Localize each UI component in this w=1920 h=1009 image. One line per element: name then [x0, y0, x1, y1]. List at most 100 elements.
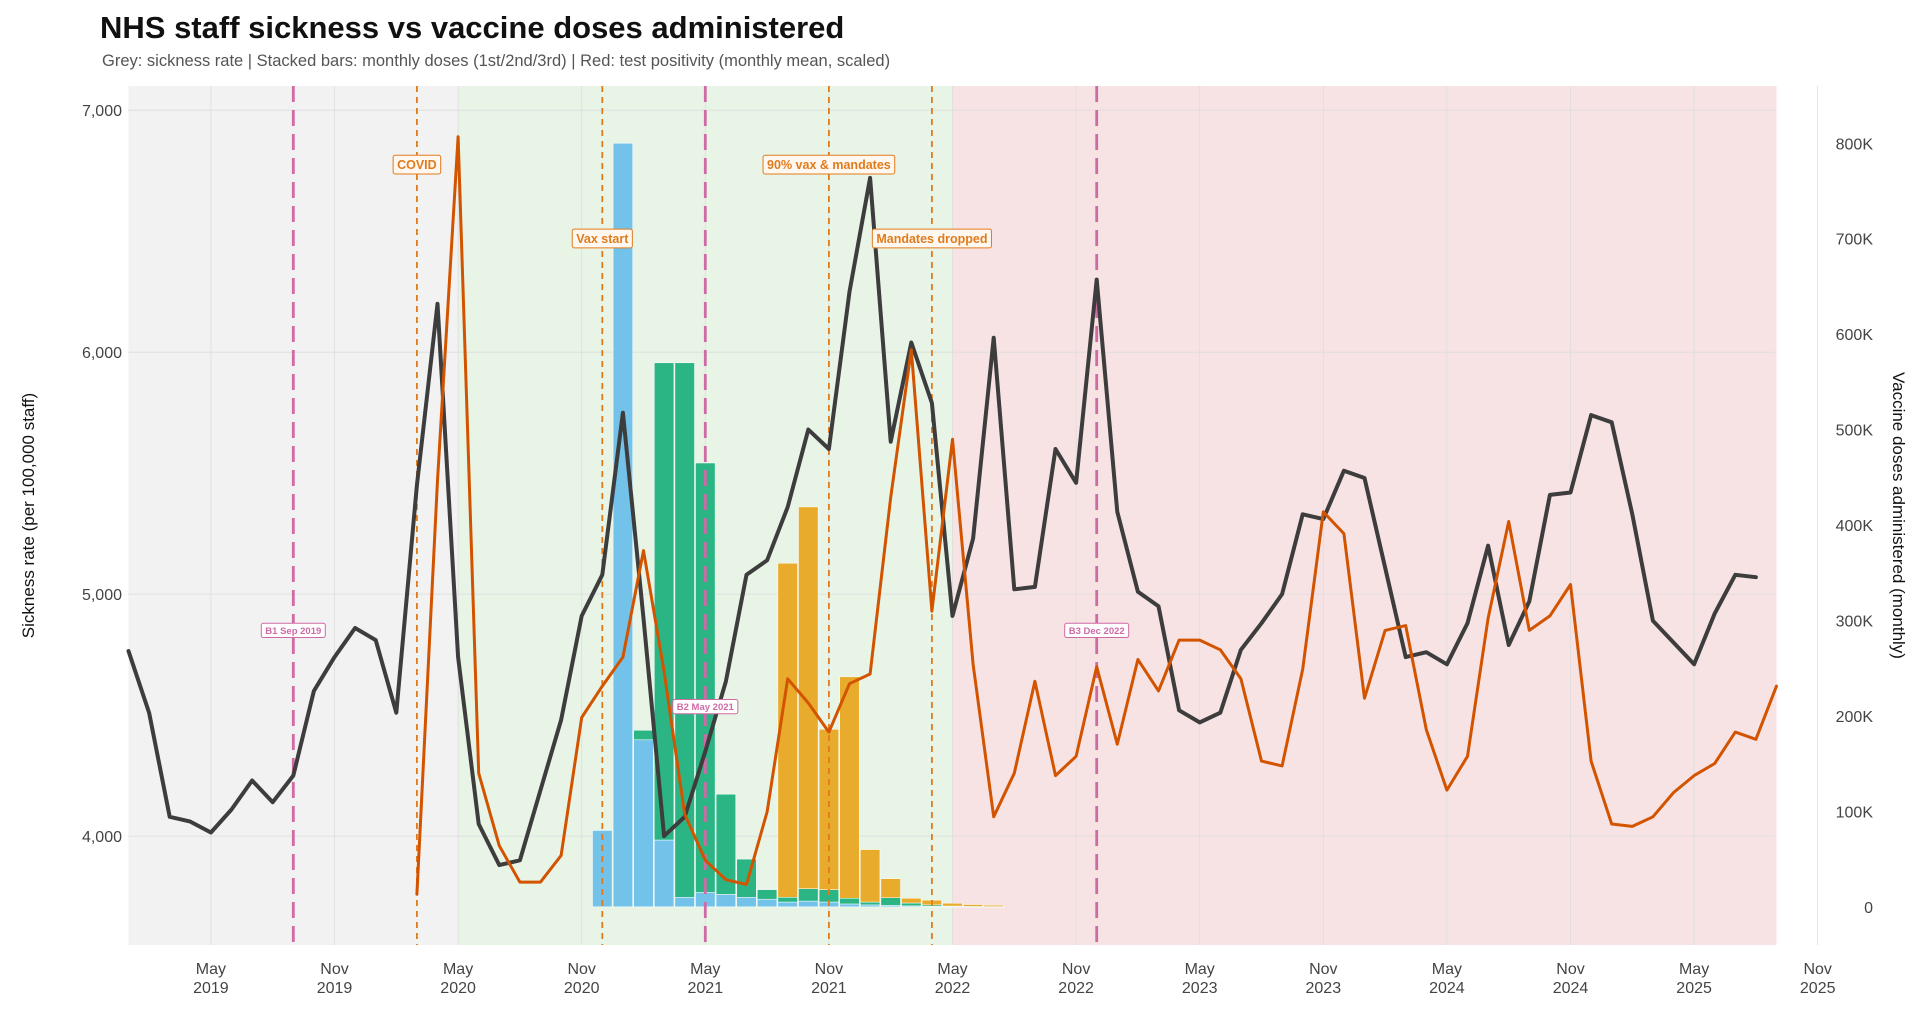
series-lines: [126, 135, 1778, 896]
x-tick-label: May: [1185, 961, 1215, 978]
x-tick-label: 2019: [317, 980, 353, 997]
baseline-label: B2 May 2021: [672, 699, 739, 715]
y-left-tick-label: 5,000: [82, 587, 122, 604]
x-tick-label: May: [1679, 961, 1709, 978]
dose1-bar: [654, 839, 675, 908]
x-tick-label: 2023: [1306, 980, 1342, 997]
event-label: Vax start: [571, 228, 633, 249]
x-tick-label: 2021: [688, 980, 724, 997]
dose1-bar: [612, 143, 633, 908]
dose2-bar: [860, 901, 881, 906]
dose2-bar: [880, 897, 901, 906]
baseline-label: B3 Dec 2022: [1064, 622, 1130, 639]
baseline-label-box: [672, 699, 739, 715]
y-left-tick-label: 4,000: [82, 829, 122, 846]
dose3-bar: [798, 506, 819, 889]
x-tick-label: 2023: [1182, 980, 1218, 997]
y-right-tick-label: 200K: [1836, 709, 1874, 726]
x-tick-label: Nov: [567, 961, 595, 978]
y-right-tick-label: 400K: [1836, 518, 1874, 535]
baseline-label-box: [1064, 622, 1130, 639]
chart-subtitle: Grey: sickness rate | Stacked bars: mont…: [102, 52, 891, 70]
x-tick-label: 2025: [1800, 980, 1836, 997]
y-right-tick-label: 0: [1864, 900, 1873, 917]
x-tick-label: Nov: [1062, 961, 1090, 978]
event-label: 90% vax & mandates: [762, 154, 896, 175]
sickness-rate-line: [126, 175, 1758, 868]
y-right-tick-label: 500K: [1836, 423, 1874, 440]
baseline-label-box: [260, 622, 326, 639]
dose3-bar: [839, 676, 860, 899]
event-label-text: COVID: [397, 158, 437, 172]
dose1-bar: [633, 739, 654, 908]
y-right-tick-label: 800K: [1836, 136, 1874, 153]
dose2-bar: [901, 902, 922, 907]
dose1-bar: [798, 900, 819, 908]
baseline-label-text: B2 May 2021: [677, 702, 735, 713]
phase-backgrounds: [128, 86, 1777, 945]
event-label-box: [392, 154, 442, 175]
x-tick-label: 2020: [440, 980, 476, 997]
dose2-bar: [633, 730, 654, 741]
baseline-label: B1 Sep 2019: [260, 622, 326, 639]
x-tick-label: Nov: [320, 961, 348, 978]
x-tick-label: May: [443, 961, 473, 978]
dose2-bar: [777, 897, 798, 903]
dose1-bar: [715, 894, 736, 908]
dose1-bar: [777, 901, 798, 908]
x-tick-label: 2019: [193, 980, 229, 997]
x-tick-label: Nov: [1556, 961, 1584, 978]
dose3-bar: [983, 904, 1004, 907]
x-tick-label: May: [1432, 961, 1462, 978]
x-tick-label: Nov: [1309, 961, 1337, 978]
dose1-bar: [839, 903, 860, 908]
y-right-tick-label: 300K: [1836, 613, 1874, 630]
dose1-bar: [860, 904, 881, 908]
y-left-tick-label: 6,000: [82, 345, 122, 362]
annotation-labels: COVID Vax start 90% vax & mandates Mandates…: [260, 154, 1130, 715]
x-tick-label: 2025: [1676, 980, 1712, 997]
x-tick-label: Nov: [815, 961, 843, 978]
dose2-bar: [674, 362, 695, 898]
event-label-box: [871, 228, 992, 249]
x-tick-label: May: [937, 961, 967, 978]
phase-band-post: [952, 86, 1777, 945]
dose3-bar: [901, 897, 922, 904]
x-tick-label: Nov: [1803, 961, 1831, 978]
chart-title: NHS staff sickness vs vaccine doses admi…: [100, 10, 845, 45]
baseline-label-text: B3 Dec 2022: [1069, 626, 1125, 637]
dose3-bar: [818, 729, 839, 890]
event-label-text: 90% vax & mandates: [767, 158, 891, 172]
x-tick-label: 2021: [811, 980, 847, 997]
event-label-box: [571, 228, 633, 249]
test-positivity-line: [415, 135, 1778, 896]
x-tick-label: May: [196, 961, 226, 978]
dose2-bar: [757, 889, 778, 900]
phase-band-pre: [128, 86, 459, 945]
y-right-tick-label: 600K: [1836, 327, 1874, 344]
y-left-tick-label: 7,000: [82, 103, 122, 120]
event-label: Mandates dropped: [871, 228, 992, 249]
dose3-bar: [860, 849, 881, 903]
dose1-bar: [674, 897, 695, 908]
event-label: COVID: [392, 154, 442, 175]
y-right-axis-title: Vaccine doses administered (monthly): [1889, 372, 1908, 659]
dose3-bar: [963, 904, 984, 907]
dose3-bar: [777, 562, 798, 898]
dose2-bar: [798, 888, 819, 902]
x-tick-label: May: [690, 961, 720, 978]
axes: 4,000 5,000 6,000 7,000 Sickness rate (per 1…: [19, 103, 1908, 997]
dose2-bar: [715, 793, 736, 895]
event-label-text: Vax start: [576, 232, 629, 246]
y-right-tick-label: 700K: [1836, 232, 1874, 249]
event-label-text: Mandates dropped: [876, 232, 987, 246]
x-tick-label: 2024: [1553, 980, 1589, 997]
event-label-box: [762, 154, 896, 175]
x-tick-label: 2022: [1058, 980, 1094, 997]
x-tick-label: 2020: [564, 980, 600, 997]
dose1-bar: [757, 898, 778, 908]
dose2-bar: [839, 897, 860, 905]
dose3-bar: [942, 902, 963, 907]
baseline-label-text: B1 Sep 2019: [265, 626, 321, 637]
